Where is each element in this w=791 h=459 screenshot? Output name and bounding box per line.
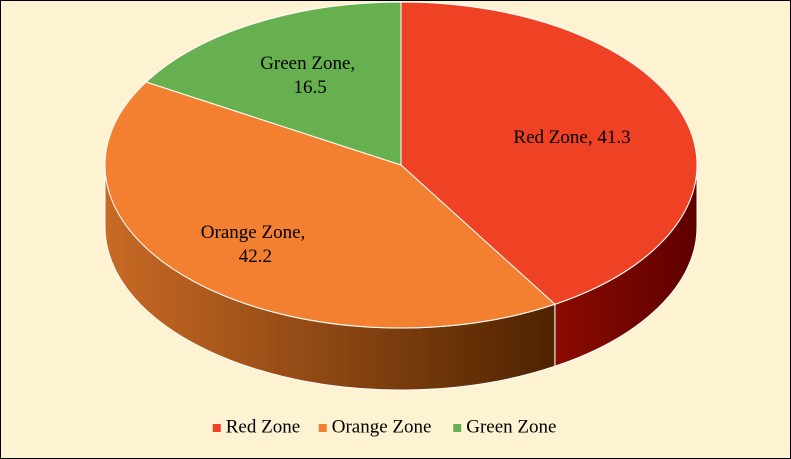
pie-slice bbox=[145, 1, 402, 166]
legend-swatch bbox=[212, 424, 221, 432]
legend-swatch bbox=[453, 424, 462, 432]
data-label: Red Zone, 41.3 bbox=[513, 127, 630, 148]
data-label: Orange Zone, 42.2 bbox=[201, 223, 310, 268]
legend-swatch bbox=[318, 424, 327, 432]
data-label: Green Zone, 16.5 bbox=[260, 54, 360, 99]
pie-slice bbox=[400, 1, 698, 305]
legend-label: Green Zone bbox=[466, 416, 556, 437]
pie-slice bbox=[104, 81, 556, 329]
legend-label: Red Zone bbox=[226, 416, 300, 437]
legend-label: Orange Zone bbox=[332, 416, 432, 437]
